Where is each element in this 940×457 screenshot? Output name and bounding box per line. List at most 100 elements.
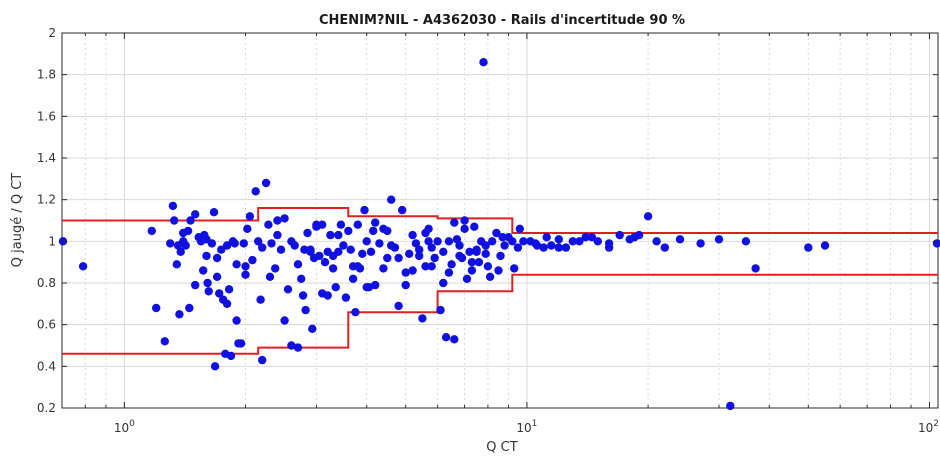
data-point bbox=[287, 237, 296, 246]
data-point bbox=[394, 301, 403, 311]
data-point bbox=[615, 230, 624, 240]
data-point bbox=[726, 401, 735, 411]
data-point bbox=[519, 237, 528, 246]
data-point bbox=[804, 243, 813, 252]
data-point bbox=[212, 253, 222, 263]
data-point bbox=[308, 324, 317, 333]
data-point bbox=[450, 335, 459, 344]
data-point bbox=[630, 233, 639, 242]
data-point bbox=[444, 237, 454, 246]
data-point bbox=[444, 268, 454, 277]
y-tick-label: 0.6 bbox=[37, 318, 56, 332]
data-point bbox=[236, 339, 246, 348]
data-point bbox=[405, 249, 414, 258]
data-point bbox=[280, 214, 289, 223]
data-point bbox=[508, 237, 517, 246]
lower-rail-line bbox=[62, 273, 938, 355]
data-point bbox=[408, 230, 417, 240]
data-point bbox=[273, 230, 282, 240]
data-point bbox=[301, 305, 310, 315]
data-point bbox=[273, 216, 282, 225]
data-point bbox=[170, 216, 179, 225]
data-point bbox=[336, 220, 346, 229]
data-point bbox=[298, 291, 308, 300]
y-tick-label: 1 bbox=[48, 234, 56, 248]
data-point bbox=[539, 243, 548, 252]
data-point bbox=[371, 280, 380, 290]
data-point bbox=[427, 243, 436, 252]
data-point bbox=[222, 241, 232, 250]
data-point bbox=[78, 262, 88, 271]
data-point bbox=[209, 208, 219, 217]
data-point bbox=[207, 239, 217, 248]
data-point bbox=[513, 243, 523, 252]
data-point bbox=[303, 228, 312, 238]
data-point bbox=[232, 260, 241, 269]
data-point bbox=[604, 239, 614, 248]
y-tick-label: 0.8 bbox=[37, 276, 56, 290]
data-point bbox=[467, 258, 477, 267]
data-point bbox=[401, 280, 410, 290]
data-point bbox=[362, 237, 371, 246]
data-point bbox=[358, 249, 367, 258]
x-tick-label: 102 bbox=[918, 419, 939, 435]
x-tick-label: 100 bbox=[114, 419, 135, 435]
data-point bbox=[427, 262, 436, 271]
data-point bbox=[248, 255, 257, 265]
y-tick-label: 1.6 bbox=[37, 109, 56, 123]
data-point bbox=[251, 187, 260, 196]
data-point bbox=[383, 253, 392, 263]
data-point bbox=[369, 226, 378, 236]
data-point bbox=[660, 243, 669, 252]
data-point bbox=[258, 355, 267, 365]
data-point bbox=[741, 237, 751, 246]
data-point bbox=[226, 351, 236, 361]
data-point bbox=[323, 291, 332, 300]
data-point bbox=[398, 205, 407, 215]
data-point bbox=[243, 224, 252, 233]
data-point bbox=[450, 218, 459, 227]
data-point bbox=[280, 316, 289, 325]
data-point bbox=[204, 287, 213, 296]
y-tick-label: 1.4 bbox=[37, 151, 56, 165]
data-point bbox=[351, 308, 360, 317]
data-point bbox=[186, 216, 195, 225]
data-point bbox=[334, 230, 343, 240]
data-point bbox=[714, 235, 724, 244]
data-point bbox=[433, 237, 442, 246]
data-point bbox=[554, 235, 563, 244]
data-point bbox=[587, 233, 597, 242]
data-point bbox=[643, 212, 653, 221]
data-point bbox=[287, 341, 296, 350]
data-point bbox=[494, 266, 503, 275]
data-point bbox=[421, 262, 430, 271]
data-point bbox=[181, 241, 190, 250]
data-point bbox=[172, 260, 181, 269]
data-point bbox=[485, 272, 495, 281]
data-point bbox=[331, 283, 340, 292]
data-point bbox=[531, 239, 540, 248]
data-point bbox=[185, 303, 194, 313]
data-point bbox=[554, 243, 563, 252]
data-point bbox=[328, 251, 338, 261]
uncertainty-rails bbox=[62, 207, 938, 355]
data-point bbox=[751, 264, 760, 273]
data-point bbox=[465, 247, 474, 256]
data-point bbox=[366, 247, 376, 256]
data-point bbox=[267, 239, 276, 248]
data-point bbox=[472, 247, 481, 256]
data-point bbox=[312, 222, 321, 231]
data-point bbox=[415, 251, 424, 261]
chart-title: CHENIM?NIL - A4362030 - Rails d'incertit… bbox=[319, 13, 685, 28]
data-point bbox=[820, 241, 830, 250]
data-point bbox=[387, 195, 396, 204]
data-point bbox=[300, 245, 309, 254]
data-point bbox=[496, 251, 505, 261]
data-point bbox=[492, 228, 501, 238]
data-point bbox=[462, 274, 472, 283]
data-point bbox=[210, 362, 220, 371]
data-point bbox=[265, 272, 275, 281]
y-tick-label: 0.2 bbox=[37, 401, 56, 415]
data-point bbox=[394, 253, 403, 263]
y-tick-label: 0.4 bbox=[37, 359, 56, 373]
